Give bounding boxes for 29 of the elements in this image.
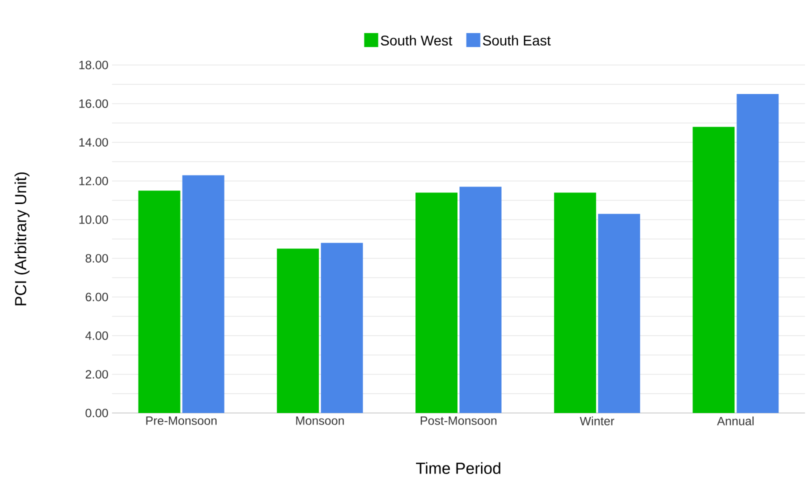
x-tick-label: Post-Monsoon <box>420 416 496 425</box>
y-tick-label: 12.00 <box>79 176 108 186</box>
y-tick-label: 4.00 <box>85 331 108 340</box>
y-tick-label: 14.00 <box>79 138 108 147</box>
y-tick-label: 10.00 <box>79 215 108 224</box>
bar <box>276 248 319 413</box>
legend-label: South East <box>482 35 551 46</box>
bar <box>182 175 224 413</box>
bar <box>320 242 363 413</box>
y-tick-label: 6.00 <box>86 292 108 302</box>
y-tick-label: 8.00 <box>86 254 108 263</box>
bar <box>598 214 640 413</box>
y-axis-title: PCI (Arbitrary Unit) <box>14 172 30 306</box>
bar <box>554 192 596 413</box>
bar <box>416 192 458 413</box>
x-tick-label: Annual <box>717 416 754 426</box>
legend-label: South West <box>380 35 452 46</box>
x-tick-label: Pre-Monsoon <box>146 416 217 425</box>
bar <box>138 190 180 413</box>
x-tick-label: Winter <box>580 416 614 426</box>
y-tick-label: 2.00 <box>86 370 108 379</box>
bar <box>736 94 779 413</box>
y-tick-label: 0.00 <box>86 408 108 418</box>
x-axis-title: Time Period <box>416 462 500 474</box>
bar <box>460 186 502 413</box>
y-tick-label: 16.00 <box>79 99 108 108</box>
y-tick-label: 18.00 <box>79 60 108 70</box>
bar <box>692 126 735 413</box>
x-tick-label: Monsoon <box>296 416 344 425</box>
